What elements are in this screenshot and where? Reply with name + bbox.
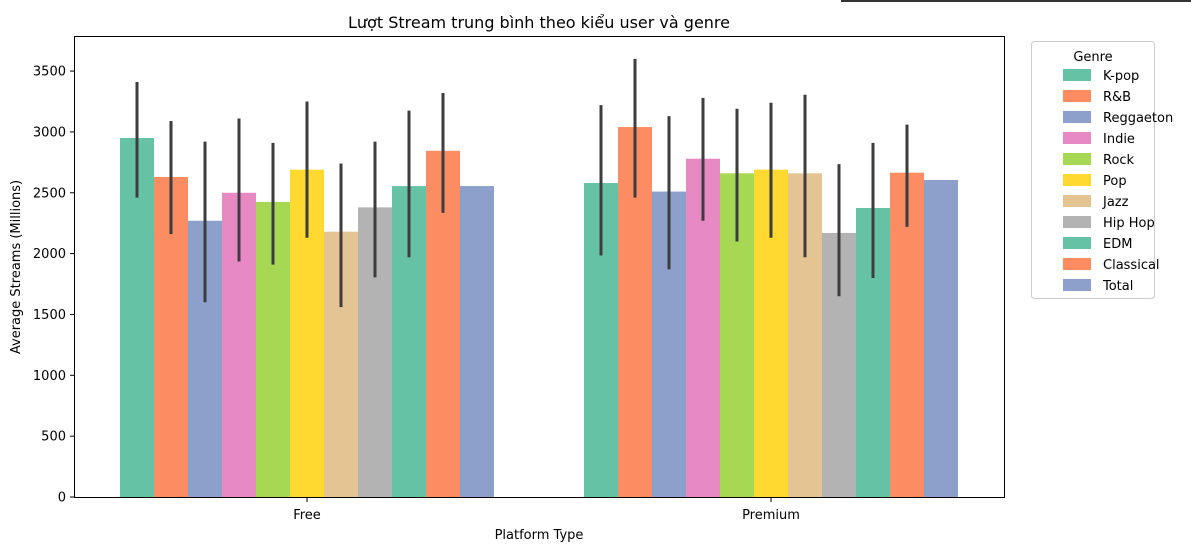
legend-swatch-r-b xyxy=(1063,90,1091,102)
y-tick-label: 2500 xyxy=(33,186,66,201)
y-tick-label: 0 xyxy=(58,491,66,506)
x-axis: Free Premium xyxy=(293,497,800,523)
y-axis: 0 500 1000 1500 2000 2500 3000 3500 xyxy=(33,65,75,506)
legend-label-k-pop: K-pop xyxy=(1103,69,1139,84)
chart-title: Lượt Stream trung bình theo kiểu user và… xyxy=(348,13,730,32)
legend-label-indie: Indie xyxy=(1103,132,1135,147)
legend-label-r-b: R&B xyxy=(1103,90,1131,105)
plot-area-frame xyxy=(74,36,1005,498)
bar-k-pop-free xyxy=(120,138,154,497)
x-tick-label: Premium xyxy=(742,508,800,523)
bar-total-premium xyxy=(924,179,958,497)
legend-title: Genre xyxy=(1073,50,1112,65)
y-tick-label: 500 xyxy=(41,430,66,445)
legend-label-jazz: Jazz xyxy=(1102,195,1129,210)
bar-total-free xyxy=(460,186,494,497)
x-tick-label: Free xyxy=(293,508,321,523)
legend-label-classical: Classical xyxy=(1103,258,1160,273)
legend-label-hip-hop: Hip Hop xyxy=(1103,216,1155,231)
legend-swatch-jazz xyxy=(1063,195,1091,207)
y-tick-label: 3500 xyxy=(33,65,66,80)
legend-box xyxy=(1031,41,1155,299)
y-tick-label: 2000 xyxy=(33,247,66,262)
legend-swatch-reggaeton xyxy=(1063,111,1091,123)
legend-label-reggaeton: Reggaeton xyxy=(1103,111,1173,126)
legend: Genre K-pop R&B Reggaeton Indie Rock Pop Jazz H… xyxy=(1031,41,1173,299)
legend-swatch-pop xyxy=(1063,174,1091,186)
error-bars-group xyxy=(135,58,909,308)
y-tick-label: 1500 xyxy=(33,308,66,323)
legend-label-edm: EDM xyxy=(1103,237,1132,252)
x-axis-label: Platform Type xyxy=(495,528,584,543)
legend-swatch-k-pop xyxy=(1063,69,1091,81)
legend-label-pop: Pop xyxy=(1103,174,1127,189)
legend-label-rock: Rock xyxy=(1103,153,1135,168)
legend-swatch-total xyxy=(1063,279,1091,291)
legend-swatch-rock xyxy=(1063,153,1091,165)
legend-swatch-indie xyxy=(1063,132,1091,144)
y-tick-label: 1000 xyxy=(33,369,66,384)
y-tick-label: 3000 xyxy=(33,125,66,140)
legend-swatch-edm xyxy=(1063,237,1091,249)
y-axis-label: Average Streams (Millions) xyxy=(9,180,24,354)
bars-group xyxy=(120,127,958,498)
legend-label-total: Total xyxy=(1102,279,1133,294)
legend-swatch-classical xyxy=(1063,258,1091,270)
legend-items: K-pop R&B Reggaeton Indie Rock Pop Jazz Hip Hop… xyxy=(1063,69,1173,294)
legend-swatch-hip-hop xyxy=(1063,216,1091,228)
top-edge-divider xyxy=(841,0,1191,2)
